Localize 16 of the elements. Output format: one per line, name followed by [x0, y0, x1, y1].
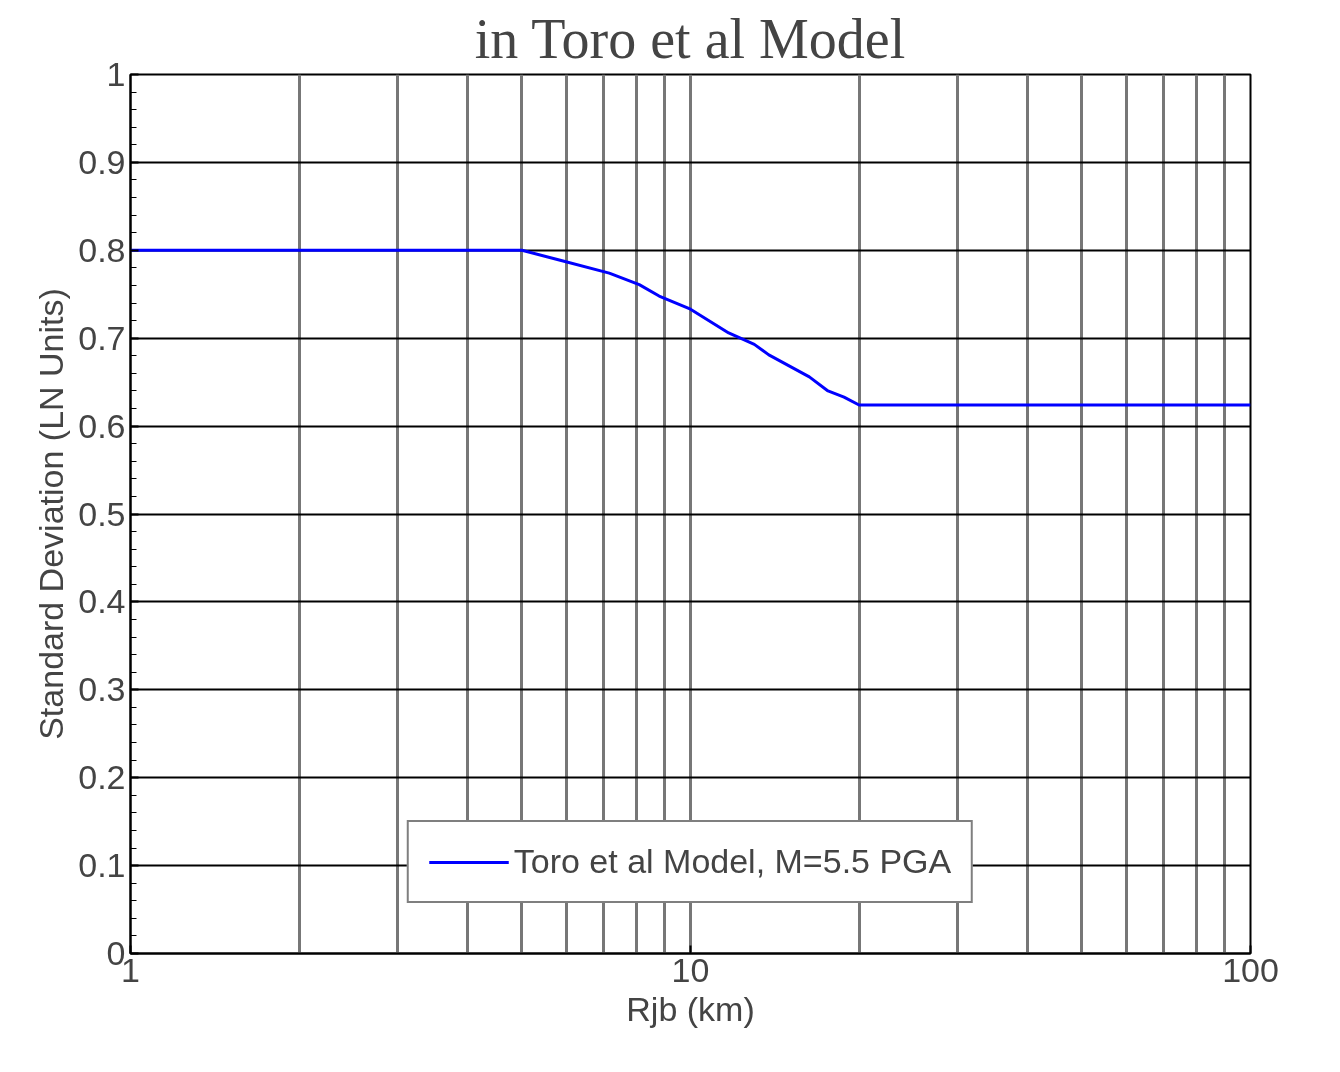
x-tick-label: 100 — [1222, 950, 1279, 989]
y-axis-title: Standard Deviation (LN Units) — [32, 288, 71, 740]
y-tick-label: 0.8 — [78, 230, 126, 269]
y-tick-label: 0.1 — [78, 846, 126, 885]
y-tick-label: 1 — [106, 55, 126, 93]
y-tick-label: 0.7 — [78, 318, 126, 357]
x-axis-title: Rjb (km) — [626, 989, 755, 1028]
legend-label: Toro et al Model, M=5.5 PGA — [513, 842, 952, 881]
y-tick-label: 0.4 — [78, 582, 126, 621]
y-tick-label: 0.2 — [78, 758, 126, 797]
chart-title: in Toro et al Model — [474, 7, 906, 70]
y-tick-label: 0.6 — [78, 406, 126, 445]
y-tick-label: 0.3 — [78, 670, 126, 709]
x-tick-label: 10 — [671, 950, 710, 989]
y-tick-label: 0.9 — [78, 142, 126, 181]
y-tick-label: 0.5 — [78, 494, 126, 533]
